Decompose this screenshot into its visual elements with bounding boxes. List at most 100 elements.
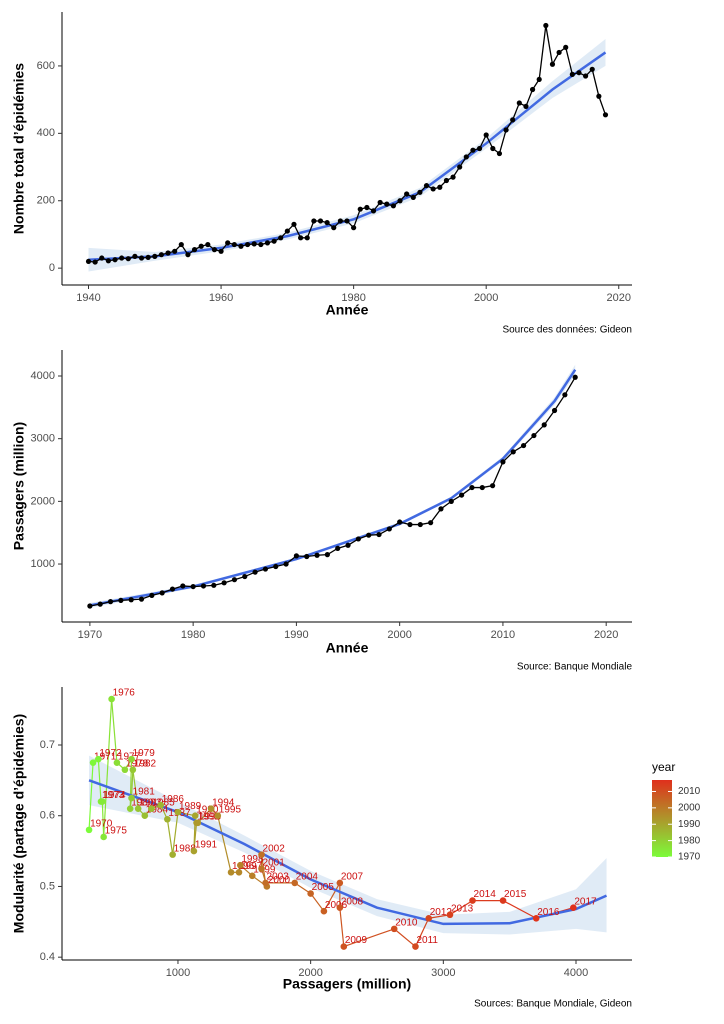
y-tick-label: 0.7	[40, 739, 55, 751]
data-point	[148, 805, 155, 812]
trend-line	[89, 369, 577, 607]
data-point	[113, 759, 121, 766]
data-line	[88, 25, 607, 263]
data-point	[510, 449, 516, 455]
data-point	[423, 182, 430, 189]
data-point	[172, 248, 178, 254]
point-label: 2010	[395, 918, 418, 929]
color-bar	[652, 780, 672, 857]
data-point	[191, 247, 198, 253]
data-point	[410, 194, 416, 200]
point-label: 1993	[199, 811, 222, 822]
x-tick-label: 4000	[564, 967, 588, 979]
data-point	[248, 872, 256, 880]
legend-tick-label: 1990	[678, 819, 701, 830]
x-axis-title: Année	[326, 302, 369, 318]
data-point	[386, 526, 392, 532]
point-label: 2007	[341, 872, 364, 883]
data-point	[562, 392, 568, 398]
data-point	[366, 532, 372, 538]
x-axis-title: Passagers (million)	[283, 976, 411, 992]
y-tick-label: 2000	[31, 495, 55, 507]
data-point	[273, 563, 279, 570]
data-point	[520, 442, 527, 449]
data-point	[355, 536, 361, 542]
data-point	[169, 851, 176, 858]
data-point	[463, 154, 469, 160]
data-point	[258, 851, 265, 858]
path-segment	[339, 907, 345, 947]
x-tick-label: 2010	[491, 629, 515, 641]
y-tick-label: 4000	[31, 370, 55, 382]
data-point	[496, 150, 503, 157]
data-point	[430, 186, 436, 192]
data-point	[324, 552, 330, 558]
data-point	[218, 248, 224, 254]
data-point	[118, 597, 124, 603]
data-point	[503, 127, 509, 133]
path-segment	[217, 815, 232, 873]
point-label: 1997	[240, 861, 263, 872]
data-point	[370, 208, 377, 214]
path-segment	[393, 928, 416, 948]
path-segment	[132, 769, 139, 809]
source-note: Sources: Banque Mondiale, Gideon	[474, 999, 632, 1010]
data-point	[252, 569, 258, 575]
path-segment	[103, 698, 113, 837]
point-label: 1974	[103, 790, 126, 801]
point-label: 2000	[268, 875, 291, 886]
legend-tick-label: 1980	[678, 835, 701, 846]
data-point	[412, 943, 419, 950]
data-point	[108, 695, 115, 703]
x-tick-label: 1980	[341, 292, 365, 304]
data-point	[499, 897, 507, 904]
data-point	[138, 255, 145, 261]
data-point	[225, 240, 231, 246]
data-point	[237, 861, 244, 869]
data-point	[138, 596, 145, 602]
data-point	[180, 583, 186, 589]
data-point	[198, 243, 204, 249]
point-label: 1990	[196, 804, 219, 815]
path-segment	[502, 900, 537, 919]
data-point	[569, 71, 575, 77]
data-point	[242, 573, 248, 580]
data-point	[87, 603, 93, 609]
path-segment	[130, 769, 134, 799]
data-point	[152, 253, 158, 259]
point-label: 1976	[113, 688, 136, 699]
point-label: 2005	[312, 882, 335, 893]
y-tick-label: 1000	[31, 558, 55, 570]
data-point	[541, 422, 547, 428]
point-label: 1970	[90, 819, 113, 830]
y-tick-label: 0	[49, 262, 55, 274]
data-point	[476, 145, 483, 152]
data-point	[244, 241, 251, 248]
point-label: 2016	[537, 907, 560, 918]
data-point	[85, 826, 93, 834]
legend-tick-label: 2000	[678, 802, 701, 813]
point-label: 1995	[219, 804, 242, 815]
data-point	[99, 798, 106, 805]
data-point	[469, 484, 475, 491]
data-point	[345, 542, 351, 548]
data-point	[446, 911, 454, 919]
data-point	[510, 117, 516, 123]
data-point	[357, 206, 363, 212]
data-point	[443, 177, 450, 184]
point-label: 1988	[174, 843, 197, 854]
path-segment	[97, 759, 102, 802]
data-point	[390, 203, 396, 209]
data-point	[271, 238, 277, 244]
data-point	[572, 374, 578, 380]
data-point	[159, 590, 165, 596]
data-point	[178, 241, 184, 248]
data-point	[89, 759, 97, 766]
y-tick-label: 0.4	[40, 951, 55, 963]
data-line	[89, 376, 576, 607]
data-point	[211, 582, 217, 588]
data-point	[589, 66, 595, 72]
point-label: 2003	[267, 872, 290, 883]
data-point	[523, 103, 529, 109]
